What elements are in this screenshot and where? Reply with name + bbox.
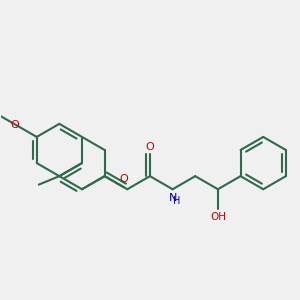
Text: O: O [11, 120, 20, 130]
Text: O: O [146, 142, 154, 152]
Text: O: O [119, 174, 128, 184]
Text: OH: OH [210, 212, 226, 222]
Text: N: N [169, 193, 178, 203]
Text: H: H [173, 196, 181, 206]
